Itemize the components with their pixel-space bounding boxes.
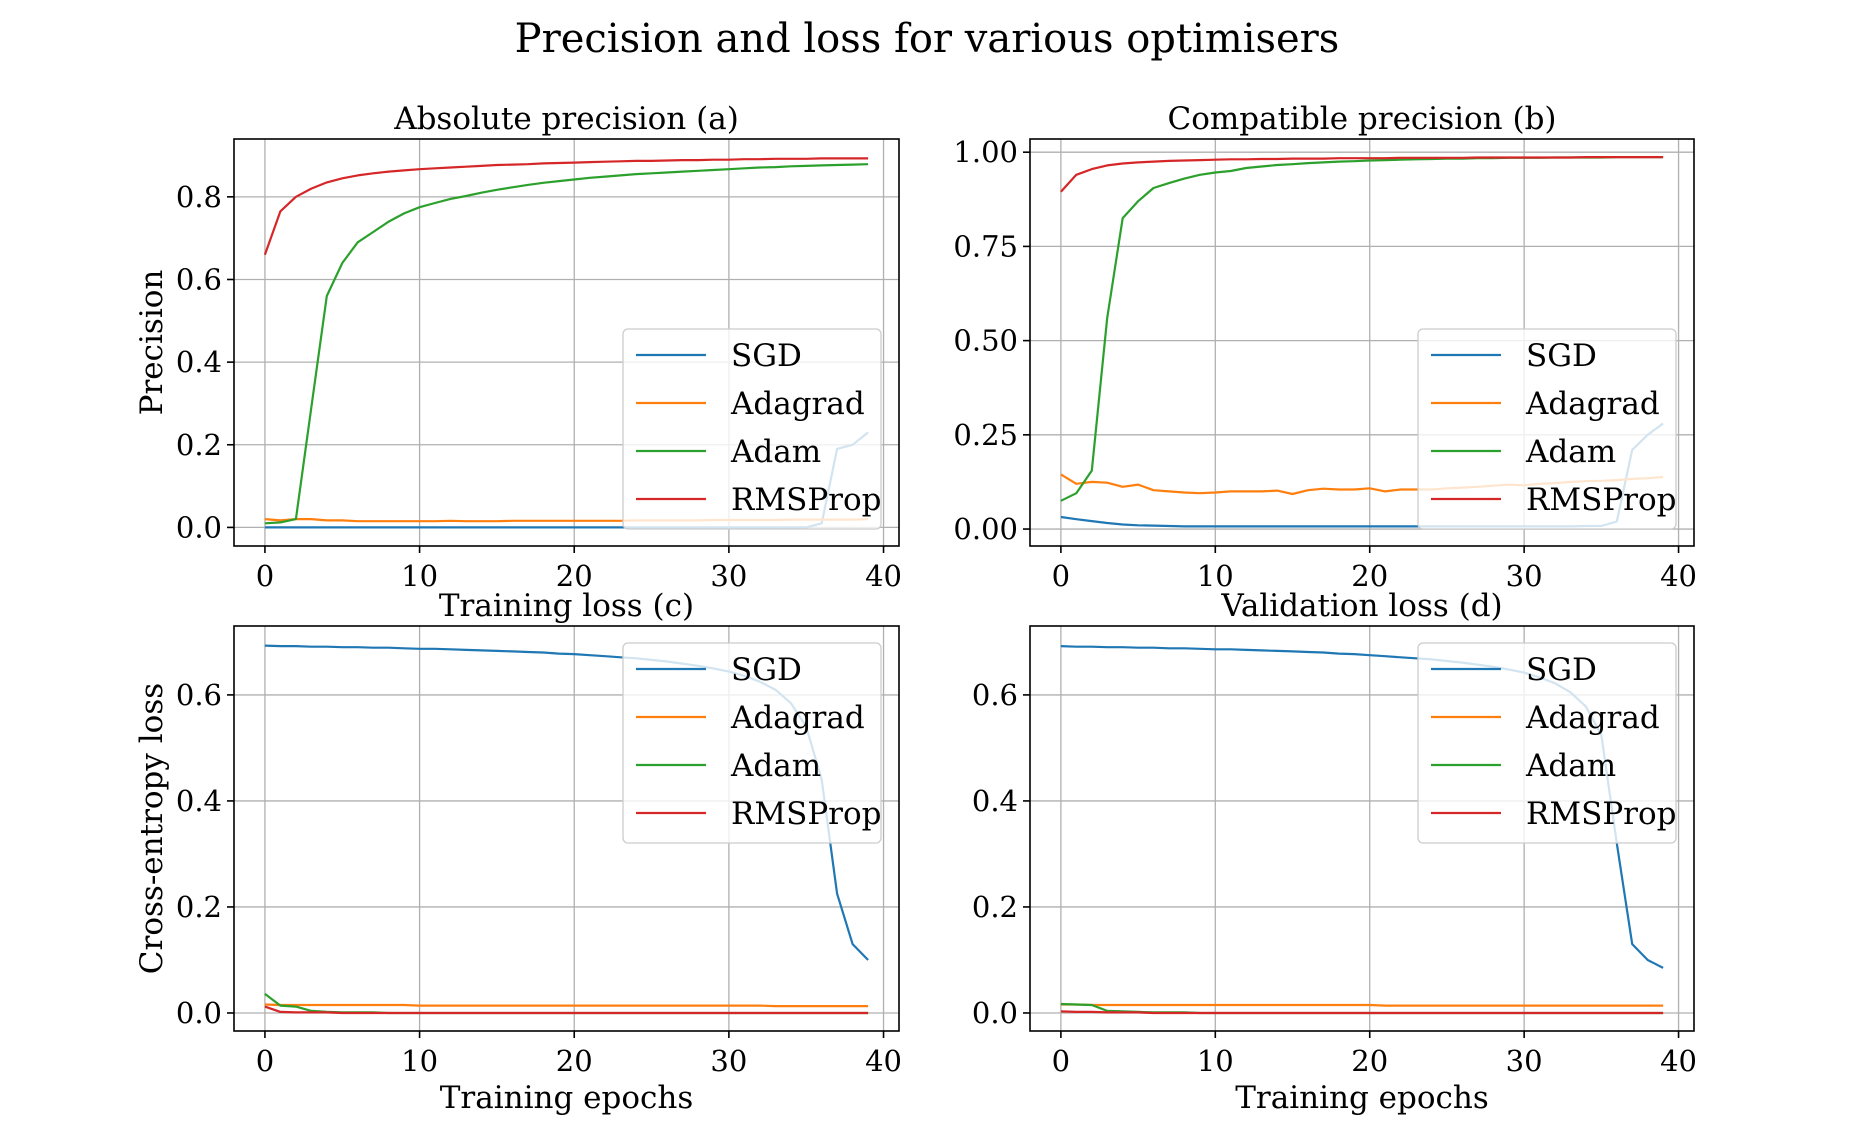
y-axis-label: Cross-entropy loss bbox=[134, 683, 170, 974]
y-tick-label: 0.50 bbox=[953, 324, 1018, 358]
legend-box bbox=[1417, 328, 1677, 530]
legend-label-adam: Adam bbox=[730, 748, 821, 784]
legend-label-adagrad: Adagrad bbox=[730, 386, 865, 422]
legend-label-rmsprop: RMSProp bbox=[1526, 796, 1677, 832]
axes-frame bbox=[233, 138, 900, 547]
x-tick-label: 30 bbox=[1506, 559, 1543, 593]
y-tick-label: 0.6 bbox=[972, 678, 1018, 712]
legend: SGD Adagrad Adam RMSProp bbox=[622, 328, 882, 530]
x-tick-label: 10 bbox=[1197, 559, 1234, 593]
x-tick-label: 40 bbox=[1660, 559, 1697, 593]
x-tick-label: 40 bbox=[865, 559, 902, 593]
legend-label-adagrad: Adagrad bbox=[1525, 700, 1660, 736]
legend-label-rmsprop: RMSProp bbox=[1526, 482, 1677, 518]
subplot-title: Training loss (c) bbox=[439, 588, 694, 624]
y-tick-label: 0.0 bbox=[176, 510, 222, 544]
y-tick-label: 0.4 bbox=[176, 784, 222, 818]
series-line-adagrad bbox=[264, 1003, 869, 1008]
y-tick-label: 0.2 bbox=[972, 890, 1018, 924]
x-tick-label: 0 bbox=[1052, 1044, 1070, 1078]
x-tick-label: 10 bbox=[401, 559, 438, 593]
legend: SGD Adagrad Adam RMSProp bbox=[1417, 642, 1677, 844]
y-tick-label: 0.25 bbox=[953, 418, 1018, 452]
subplot-title: Absolute precision (a) bbox=[393, 101, 739, 137]
legend-label-adam: Adam bbox=[730, 434, 821, 470]
x-tick-label: 0 bbox=[1052, 559, 1070, 593]
x-axis-label: Training epochs bbox=[440, 1080, 694, 1116]
x-tick-label: 30 bbox=[710, 1044, 747, 1078]
y-tick-label: 0.0 bbox=[972, 996, 1018, 1030]
subplot-3: 0 10 20 30 40 0.0 0.2 0.4 0.6 Training loss (c) Tr… bbox=[134, 588, 902, 1116]
axes-frame bbox=[1029, 625, 1695, 1032]
legend: SGD Adagrad Adam RMSProp bbox=[1417, 328, 1677, 530]
subplot-2: 0 10 20 30 40 0.00 0.25 0.50 0.75 1.00 Compatible … bbox=[953, 101, 1697, 593]
legend-label-sgd: SGD bbox=[1526, 652, 1597, 688]
legend-box bbox=[1417, 642, 1677, 844]
series-line-rmsprop bbox=[263, 157, 869, 256]
y-tick-label: 0.0 bbox=[176, 996, 222, 1030]
subplot-title: Validation loss (d) bbox=[1220, 588, 1502, 624]
subplot-4: 0 10 20 30 40 0.0 0.2 0.4 0.6 Validation loss (d)… bbox=[972, 588, 1697, 1116]
figure-title: Precision and loss for various optimiser… bbox=[515, 16, 1340, 62]
axes-frame bbox=[1029, 138, 1695, 547]
legend-label-sgd: SGD bbox=[1526, 338, 1597, 374]
legend-box bbox=[622, 328, 882, 530]
y-tick-label: 1.00 bbox=[953, 135, 1018, 169]
legend-box bbox=[622, 642, 882, 844]
legend-label-adam: Adam bbox=[1525, 434, 1616, 470]
y-tick-label: 0.4 bbox=[972, 784, 1018, 818]
legend-label-rmsprop: RMSProp bbox=[731, 482, 882, 518]
x-tick-label: 30 bbox=[1506, 1044, 1543, 1078]
legend-label-adagrad: Adagrad bbox=[730, 700, 865, 736]
legend-label-rmsprop: RMSProp bbox=[731, 796, 882, 832]
subplot-title: Compatible precision (b) bbox=[1167, 101, 1556, 137]
y-tick-label: 0.2 bbox=[176, 890, 222, 924]
y-tick-label: 0.6 bbox=[176, 678, 222, 712]
series-line-rmsprop bbox=[1060, 156, 1664, 193]
x-tick-label: 20 bbox=[556, 559, 593, 593]
legend-label-sgd: SGD bbox=[731, 652, 802, 688]
x-tick-label: 30 bbox=[710, 559, 747, 593]
series-line-rmsprop bbox=[1060, 1010, 1664, 1015]
x-tick-label: 10 bbox=[1197, 1044, 1234, 1078]
x-axis-label: Training epochs bbox=[1235, 1080, 1489, 1116]
y-axis-label: Precision bbox=[134, 270, 170, 416]
x-tick-label: 20 bbox=[556, 1044, 593, 1078]
series-line-adagrad bbox=[1060, 1003, 1664, 1007]
x-tick-label: 20 bbox=[1351, 559, 1388, 593]
x-tick-label: 0 bbox=[256, 559, 274, 593]
x-tick-label: 0 bbox=[256, 1044, 274, 1078]
y-tick-label: 0.4 bbox=[176, 345, 222, 379]
axes-frame bbox=[233, 625, 900, 1032]
y-tick-label: 0.75 bbox=[953, 229, 1018, 263]
x-tick-label: 40 bbox=[865, 1044, 902, 1078]
legend-label-adam: Adam bbox=[1525, 748, 1616, 784]
x-tick-label: 40 bbox=[1660, 1044, 1697, 1078]
y-tick-label: 0.2 bbox=[176, 428, 222, 462]
legend-label-sgd: SGD bbox=[731, 338, 802, 374]
x-tick-label: 20 bbox=[1351, 1044, 1388, 1078]
y-tick-label: 0.8 bbox=[176, 180, 222, 214]
legend: SGD Adagrad Adam RMSProp bbox=[622, 642, 882, 844]
y-tick-label: 0.00 bbox=[953, 512, 1018, 546]
series-line-rmsprop bbox=[264, 1005, 869, 1015]
subplots: 0 10 20 30 40 0.0 0.2 0.4 0.6 0.8 Absolute precisi… bbox=[134, 101, 1697, 1116]
legend-label-adagrad: Adagrad bbox=[1525, 386, 1660, 422]
subplot-1: 0 10 20 30 40 0.0 0.2 0.4 0.6 0.8 Absolute precisi… bbox=[134, 101, 902, 593]
x-tick-label: 10 bbox=[401, 1044, 438, 1078]
y-tick-label: 0.6 bbox=[176, 262, 222, 296]
series-line-adam bbox=[264, 163, 869, 525]
